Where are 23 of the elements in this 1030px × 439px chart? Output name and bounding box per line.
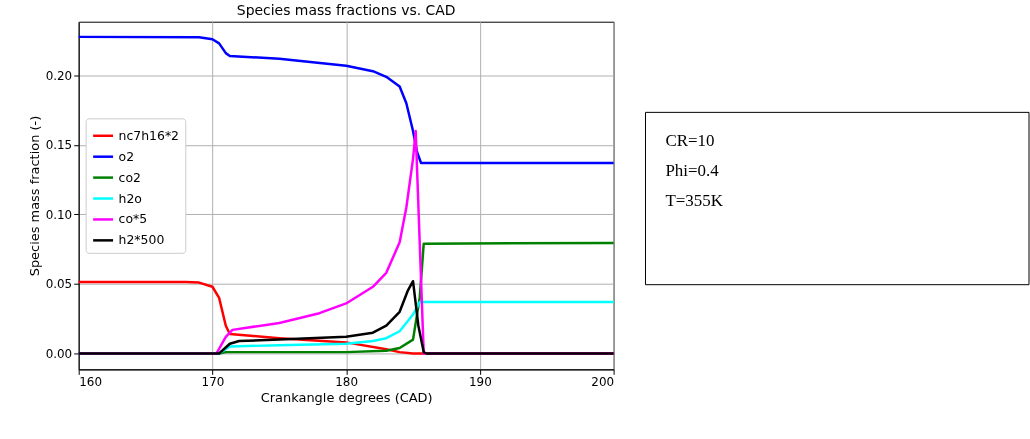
text: CR=10 xyxy=(665,131,715,151)
legend-label: h2o xyxy=(118,190,142,206)
y-tick-label: 0.10 xyxy=(45,207,73,222)
x-tick-label: 170 xyxy=(201,374,225,389)
chart-title: Species mass fractions vs. CAD xyxy=(236,1,456,18)
legend-label: co2 xyxy=(118,169,141,185)
x-tick-label: 190 xyxy=(468,374,492,389)
line-series xyxy=(77,35,615,165)
legend-label: o2 xyxy=(118,148,135,164)
text: Phi=0.4 xyxy=(665,161,720,181)
x-tick-label: 160 xyxy=(79,374,102,389)
x-axis-title: Crankangle degrees (CAD) xyxy=(260,389,433,405)
y-axis-title: Species mass fraction (-) xyxy=(26,115,42,277)
x-tick-label: 180 xyxy=(335,374,359,389)
y-tick-label: 0.00 xyxy=(45,346,73,361)
legend-label: co*5 xyxy=(118,211,148,227)
x-tick-label: 200 xyxy=(591,374,615,389)
y-tick-label: 0.20 xyxy=(45,68,73,83)
text: T=355K xyxy=(665,191,724,210)
y-tick-label: 0.05 xyxy=(45,277,73,292)
legend-label: h2*500 xyxy=(118,232,165,248)
legend-label: nc7h16*2 xyxy=(118,127,180,143)
y-tick-label: 0.15 xyxy=(45,138,73,153)
